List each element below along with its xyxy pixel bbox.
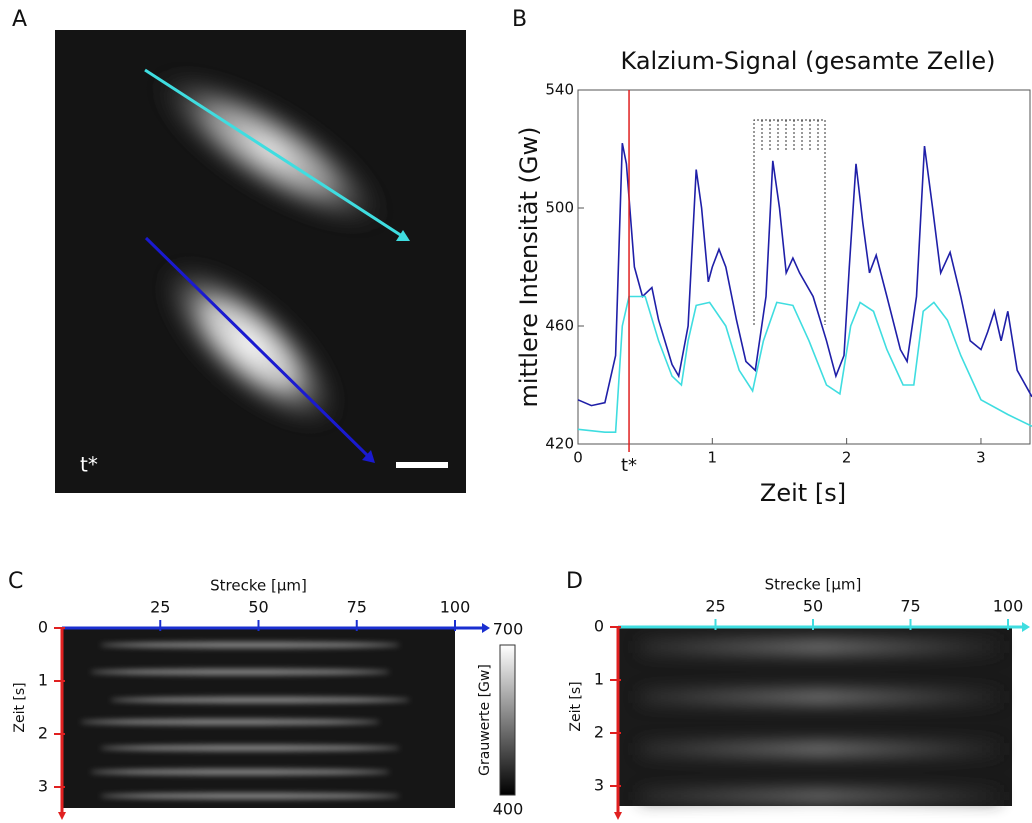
x-tick-label: 0 [573,449,583,467]
image-annotation: t* [80,453,98,477]
y-axis-label: Zeit [s] [568,681,584,731]
colorbar [499,644,516,796]
x-tick-label: 50 [248,598,268,617]
x-tick-label: 50 [803,597,823,616]
x-tick-label: 100 [440,598,471,617]
y-tick-label: 3 [38,777,48,796]
y-tick-label: 0 [38,618,48,637]
colorbar-tick-label: 400 [493,800,524,819]
y-tick-label: 3 [594,776,604,795]
x-tick-label: 100 [993,597,1024,616]
x-tick-label: 75 [347,598,367,617]
x-axis-arrow [1022,622,1030,632]
colorbar-tick-label: 700 [493,620,524,639]
panel-label: A [12,7,27,32]
y-axis-arrow [614,812,622,820]
y-axis-label: Zeit [s] [12,682,28,732]
colorbar-label: Grauwerte [Gw] [477,664,493,776]
chart-title: Kalzium-Signal (gesamte Zelle) [621,47,996,75]
y-tick-label: 420 [545,435,574,453]
y-tick-label: 460 [545,317,574,335]
dotted-box [753,119,826,325]
x-tick-label: 3 [976,449,986,467]
y-tick-label: 1 [594,670,604,689]
x-tick-label: 75 [900,597,920,616]
panel-label: B [512,7,527,32]
y-tick-label: 2 [38,724,48,743]
x-axis-label: Zeit [s] [760,479,846,507]
x-axis-label: Strecke [µm] [765,576,862,594]
x-tick-label: 25 [150,598,170,617]
x-tick-label: 25 [705,597,725,616]
series-line [577,295,1032,433]
y-axis-arrow [58,812,66,820]
panel-label: D [566,569,583,594]
plot-frame [577,89,1031,445]
x-tick-label: 1 [708,449,718,467]
y-tick-label: 2 [594,723,604,742]
kymograph-image [62,628,455,808]
y-tick-label: 500 [545,199,574,217]
x-axis-arrow [482,623,490,633]
y-tick-label: 540 [545,81,574,99]
marker-label: t* [621,455,637,476]
cell-image [55,30,466,493]
series-line [577,142,1032,407]
x-tick-label: 2 [842,449,852,467]
y-tick-label: 0 [594,617,604,636]
kymograph-image [618,628,1012,806]
y-tick-label: 1 [38,671,48,690]
x-axis-label: Strecke [µm] [210,577,307,595]
y-axis-label: mittlere Intensität (Gw) [515,127,543,408]
panel-label: C [8,569,23,594]
